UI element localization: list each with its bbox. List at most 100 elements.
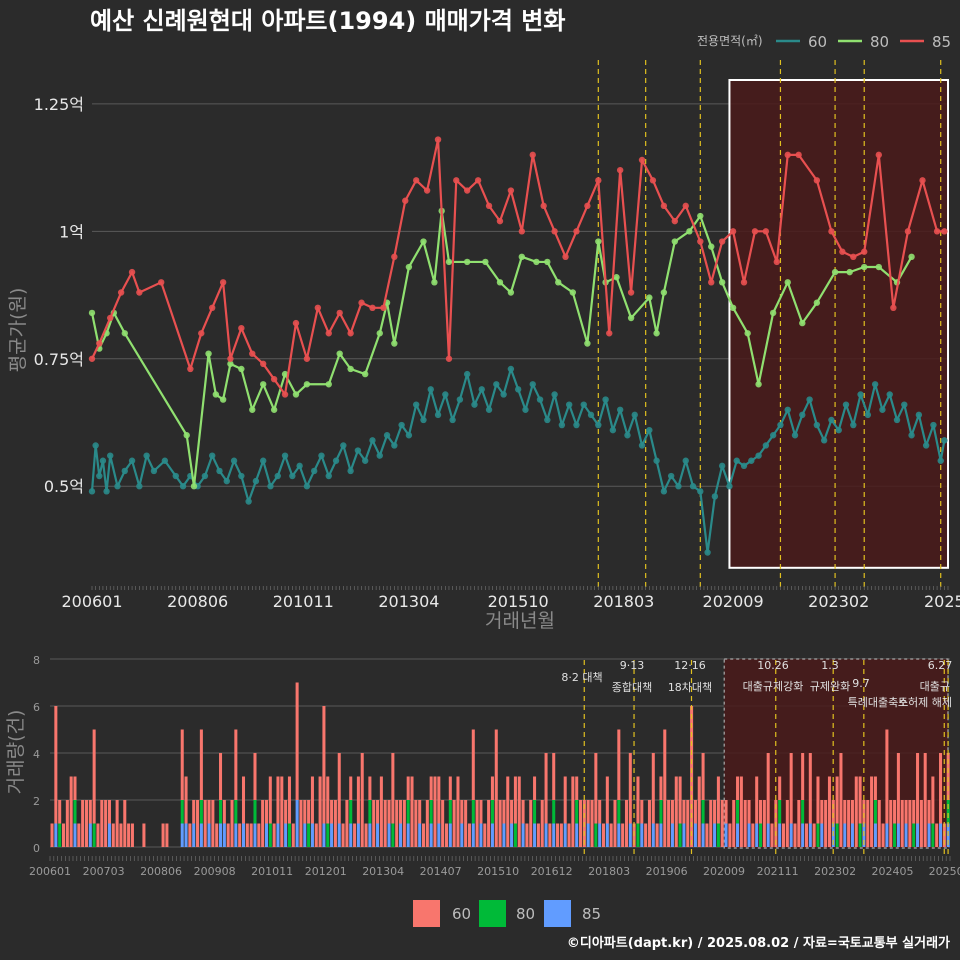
- volume-bar-80: [92, 823, 96, 847]
- volume-bar-60: [295, 682, 299, 800]
- volume-bar-60: [601, 823, 606, 847]
- volume-bar-60: [345, 800, 349, 847]
- volume-bar-80: [816, 823, 820, 847]
- volume-bar-80: [406, 800, 410, 824]
- legend-label-85: 85: [932, 33, 951, 51]
- volume-bar-80: [368, 800, 372, 824]
- price-point-85: [627, 289, 635, 296]
- volume-bar-60: [804, 823, 808, 847]
- price-point-60: [813, 421, 821, 429]
- price-point-60: [901, 401, 908, 408]
- price-point-85: [474, 177, 482, 184]
- volume-bar-60: [728, 823, 732, 847]
- volume-x-tick-label: 201407: [420, 865, 462, 878]
- price-point-80: [260, 381, 267, 388]
- volume-bar-60: [414, 800, 418, 847]
- volume-bar-60: [318, 776, 322, 847]
- price-point-60: [718, 462, 726, 470]
- volume-bar-60: [904, 800, 908, 824]
- price-point-60: [96, 472, 103, 480]
- price-point-60: [143, 452, 150, 459]
- volume-policy-annotation: 특례대출축소: [848, 696, 909, 709]
- price-point-80: [627, 314, 635, 322]
- volume-bar-60: [284, 800, 288, 824]
- volume-bar-60: [215, 823, 219, 847]
- volume-bar-85: [885, 823, 889, 847]
- volume-bar-60: [697, 776, 701, 847]
- price-point-80: [697, 212, 704, 220]
- price-point-85: [336, 309, 343, 317]
- volume-bar-60: [820, 800, 824, 824]
- volume-bar-60: [667, 800, 671, 847]
- price-point-85: [198, 330, 205, 337]
- volume-bar-85: [766, 823, 770, 847]
- volume-bar-60: [644, 823, 648, 847]
- volume-bar-60: [487, 800, 491, 847]
- price-point-60: [274, 472, 281, 480]
- volume-x-tick-label: 201906: [646, 865, 688, 878]
- volume-bar-60: [180, 729, 184, 800]
- price-point-80: [227, 360, 234, 368]
- price-point-60: [616, 406, 624, 413]
- volume-bar-60: [870, 776, 874, 847]
- volume-bar-80: [513, 823, 517, 847]
- price-point-85: [260, 360, 267, 368]
- price-point-80: [653, 330, 660, 337]
- volume-bar-85: [651, 823, 655, 847]
- price-point-60: [726, 483, 733, 490]
- volume-bar-60: [303, 800, 307, 824]
- legend-title: 전용면적(㎡): [697, 34, 763, 48]
- volume-bar-60: [598, 800, 602, 824]
- volume-bar-85: [820, 823, 824, 847]
- price-point-80: [555, 279, 562, 286]
- price-point-60: [303, 483, 311, 490]
- price-point-85: [463, 187, 471, 194]
- volume-bar-85: [640, 823, 644, 847]
- price-point-60: [941, 437, 948, 444]
- volume-bar-60: [379, 776, 383, 847]
- price-chart: 0.5억 0.75억 1억 1.25억 200601 200806 201011 201304…: [34, 60, 960, 611]
- price-point-60: [587, 411, 595, 419]
- volume-bar-80: [429, 800, 433, 824]
- volume-bar-80: [448, 800, 452, 824]
- volume-bar-80: [835, 823, 839, 847]
- volume-bar-60: [701, 753, 705, 800]
- volume-bar-60: [165, 823, 169, 847]
- volume-bar-60: [686, 800, 690, 847]
- volume-bar-85: [896, 823, 900, 847]
- price-point-60: [711, 493, 719, 500]
- price-point-80: [846, 268, 853, 276]
- price-point-60: [769, 432, 777, 439]
- volume-bar-60: [881, 823, 885, 847]
- price-y-tick-label: 0.5억: [44, 477, 84, 496]
- price-point-60: [434, 411, 442, 419]
- price-point-60: [682, 457, 689, 464]
- volume-bar-60: [322, 706, 326, 824]
- price-point-60: [522, 406, 529, 413]
- volume-bar-60: [839, 753, 843, 847]
- price-point-80: [270, 406, 278, 413]
- price-point-80: [238, 365, 245, 373]
- volume-bar-60: [391, 753, 395, 824]
- price-point-60: [937, 457, 944, 464]
- price-point-85: [890, 304, 897, 312]
- price-point-60: [842, 401, 850, 408]
- volume-bar-85: [471, 823, 475, 847]
- price-point-80: [445, 258, 453, 266]
- price-point-60: [871, 381, 879, 388]
- price-point-85: [369, 304, 376, 312]
- volume-bar-60: [713, 800, 717, 824]
- price-point-60: [493, 381, 500, 388]
- volume-bar-60: [670, 800, 674, 824]
- price-point-60: [638, 442, 646, 449]
- price-point-60: [114, 483, 121, 490]
- volume-bar-60: [494, 729, 498, 847]
- volume-bar-60: [762, 800, 766, 847]
- price-point-85: [729, 228, 737, 235]
- volume-bar-60: [751, 823, 755, 847]
- volume-bar-85: [850, 823, 854, 847]
- price-point-60: [667, 472, 675, 480]
- volume-bar-60: [111, 823, 115, 847]
- volume-bar-60: [755, 776, 759, 824]
- volume-bar-60: [81, 800, 85, 847]
